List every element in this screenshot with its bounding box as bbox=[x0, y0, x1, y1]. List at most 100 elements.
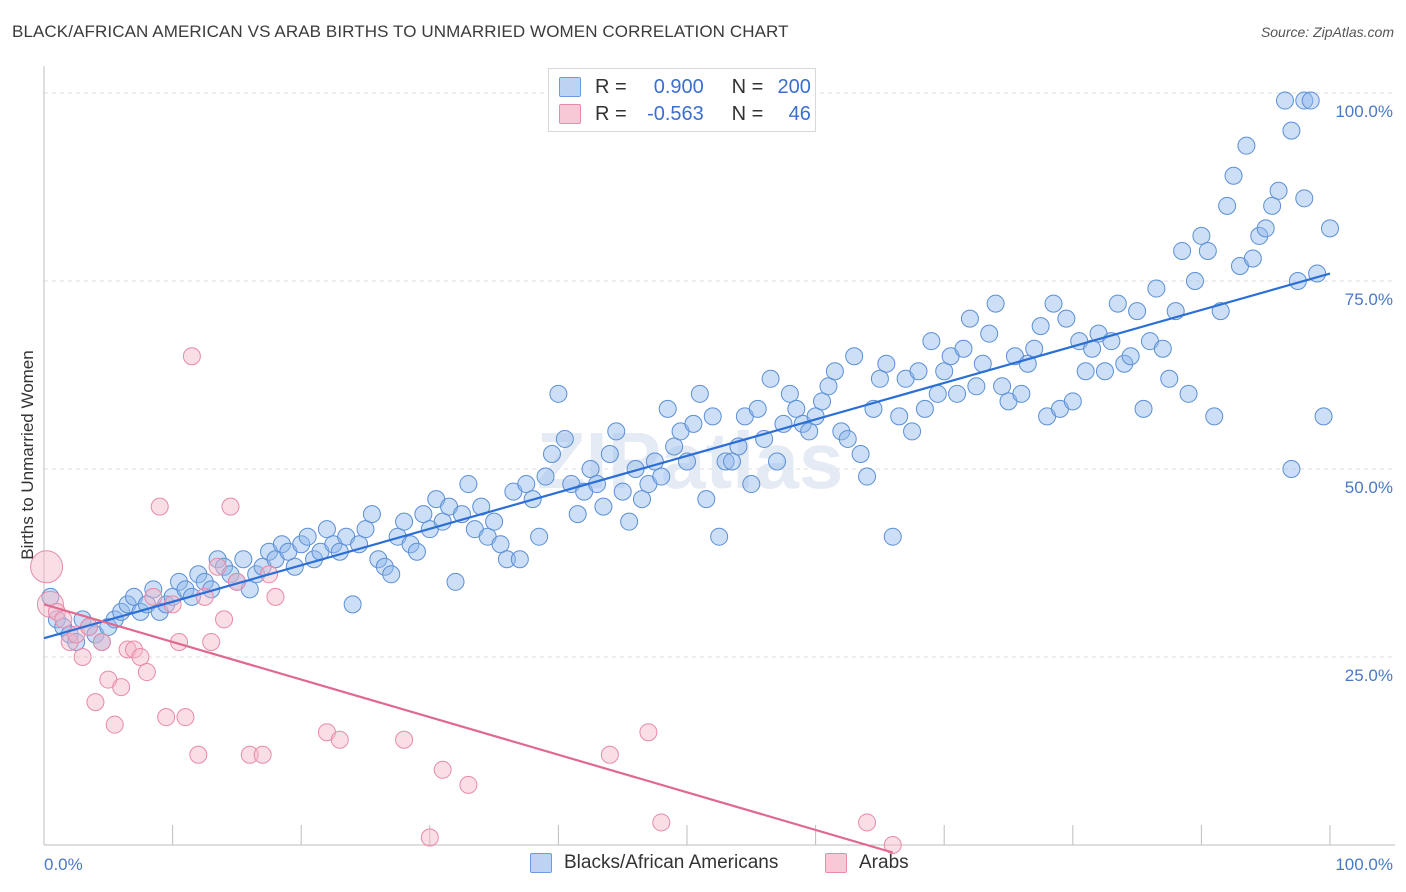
point-blacks bbox=[980, 324, 999, 343]
point-blacks bbox=[317, 520, 336, 539]
point-blacks bbox=[723, 452, 742, 471]
point-blacks bbox=[1160, 369, 1179, 388]
chart-source: Source: ZipAtlas.com bbox=[1260, 24, 1394, 40]
point-blacks bbox=[607, 422, 626, 441]
legend-n-value: 46 bbox=[788, 102, 811, 125]
point-arabs bbox=[221, 497, 240, 516]
axes bbox=[43, 66, 1395, 846]
point-blacks bbox=[903, 422, 922, 441]
point-arabs bbox=[459, 775, 478, 794]
point-blacks bbox=[787, 399, 806, 418]
point-blacks bbox=[954, 339, 973, 358]
legend-swatch-pink bbox=[559, 104, 581, 124]
point-blacks bbox=[1282, 460, 1301, 479]
point-blacks bbox=[993, 377, 1012, 396]
point-blacks bbox=[170, 572, 189, 591]
point-blacks bbox=[1321, 219, 1339, 238]
point-arabs bbox=[86, 693, 105, 712]
point-blacks bbox=[208, 550, 227, 569]
point-blacks bbox=[272, 535, 291, 554]
point-blacks bbox=[960, 309, 979, 328]
point-blacks bbox=[909, 362, 928, 381]
point-arabs bbox=[858, 813, 877, 832]
point-arabs bbox=[137, 663, 156, 682]
point-blacks bbox=[1057, 309, 1076, 328]
point-arabs bbox=[652, 813, 671, 832]
point-arabs bbox=[30, 550, 64, 584]
point-blacks bbox=[710, 527, 729, 546]
point-blacks bbox=[1301, 91, 1320, 110]
point-blacks bbox=[536, 467, 555, 486]
point-arabs bbox=[208, 557, 227, 576]
point-blacks bbox=[922, 332, 941, 351]
point-blacks bbox=[292, 535, 311, 554]
point-arabs bbox=[125, 640, 144, 659]
point-blacks bbox=[1044, 294, 1063, 313]
trend-line-arabs bbox=[43, 603, 894, 854]
point-blacks bbox=[549, 384, 568, 403]
point-blacks bbox=[542, 444, 561, 463]
point-blacks bbox=[780, 384, 799, 403]
point-blacks bbox=[1031, 317, 1050, 336]
point-arabs bbox=[433, 760, 452, 779]
point-blacks bbox=[845, 347, 864, 366]
point-arabs bbox=[131, 648, 150, 667]
point-blacks bbox=[407, 542, 426, 561]
point-arabs bbox=[150, 497, 169, 516]
point-blacks bbox=[825, 362, 844, 381]
point-blacks bbox=[530, 527, 549, 546]
point-blacks bbox=[716, 452, 735, 471]
point-arabs bbox=[395, 730, 414, 749]
point-blacks bbox=[703, 407, 722, 426]
point-blacks bbox=[1185, 272, 1204, 291]
point-blacks bbox=[517, 475, 536, 494]
point-arabs bbox=[266, 587, 285, 606]
point-blacks bbox=[1314, 407, 1333, 426]
legend-r-value: -0.563 bbox=[647, 102, 704, 125]
point-blacks bbox=[1147, 279, 1166, 298]
bottom-legend-label: Arabs bbox=[859, 852, 909, 873]
point-blacks bbox=[967, 377, 986, 396]
bottom-legend-arabs: Arabs bbox=[825, 852, 909, 874]
point-blacks bbox=[1218, 196, 1237, 215]
y-axis-title: Births to Unmarried Women bbox=[18, 350, 37, 559]
chart-title: BLACK/AFRICAN AMERICAN VS ARAB BIRTHS TO… bbox=[12, 22, 789, 41]
point-arabs bbox=[202, 632, 221, 651]
point-blacks bbox=[1269, 181, 1288, 200]
legend-r-label: R = bbox=[595, 75, 627, 98]
tick-labels: 25.0% 50.0% 75.0% 100.0% 0.0% 100.0% bbox=[44, 102, 1393, 874]
point-blacks bbox=[1295, 189, 1314, 208]
y-tick-label: 50.0% bbox=[1345, 478, 1393, 497]
legend-row-blacks: R = 0.900 N = 200 bbox=[559, 74, 811, 100]
legend-row-arabs: R = -0.563 N = 46 bbox=[559, 101, 811, 127]
point-blacks bbox=[761, 369, 780, 388]
point-arabs bbox=[195, 587, 214, 606]
point-blacks bbox=[890, 407, 909, 426]
x-tick-label: 0.0% bbox=[44, 855, 83, 874]
point-blacks bbox=[1063, 392, 1082, 411]
point-blacks bbox=[497, 550, 516, 569]
point-blacks bbox=[362, 505, 381, 524]
y-tick-label: 75.0% bbox=[1345, 290, 1393, 309]
point-blacks bbox=[195, 572, 214, 591]
point-blacks bbox=[395, 512, 414, 531]
point-blacks bbox=[189, 565, 208, 584]
grid-lines bbox=[44, 92, 1395, 658]
point-blacks bbox=[510, 550, 529, 569]
point-arabs bbox=[105, 715, 124, 734]
point-blacks bbox=[491, 535, 510, 554]
point-blacks bbox=[1179, 384, 1198, 403]
point-arabs bbox=[215, 610, 234, 629]
legend-r-label: R = bbox=[595, 102, 627, 125]
point-arabs bbox=[883, 836, 902, 854]
point-arabs bbox=[92, 632, 111, 651]
point-blacks bbox=[401, 535, 420, 554]
legend-n-value: 200 bbox=[777, 75, 811, 98]
point-blacks bbox=[800, 422, 819, 441]
point-blacks bbox=[343, 595, 362, 614]
point-arabs bbox=[144, 587, 163, 606]
point-arabs bbox=[600, 745, 619, 764]
point-blacks bbox=[1250, 226, 1269, 245]
point-blacks bbox=[414, 505, 433, 524]
point-arabs bbox=[240, 745, 259, 764]
